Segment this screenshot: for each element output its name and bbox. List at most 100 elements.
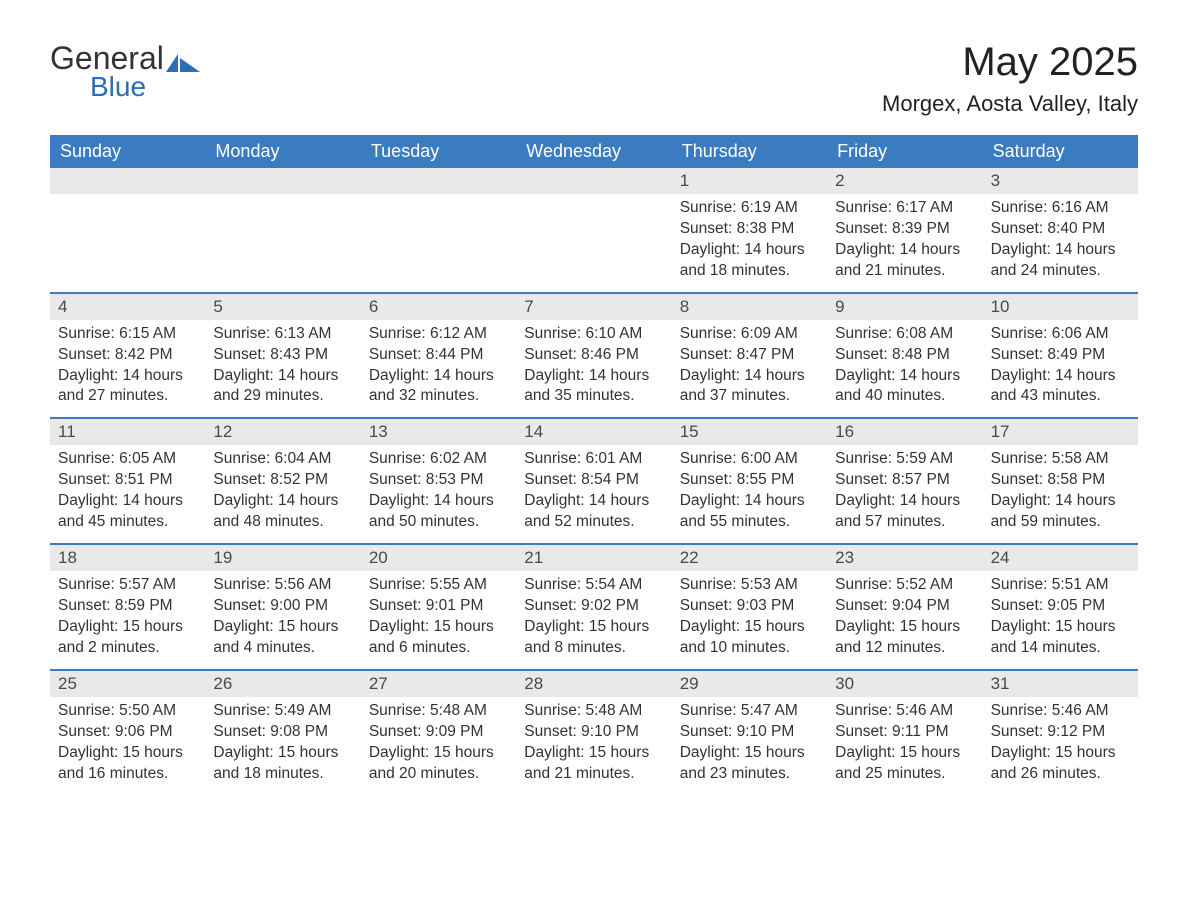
date-bar: 11: [50, 419, 205, 445]
sunset-line: Sunset: 8:58 PM: [991, 470, 1130, 491]
daylight2-line: and 12 minutes.: [835, 638, 974, 659]
daylight2-line: and 6 minutes.: [369, 638, 508, 659]
daylight1-line: Daylight: 15 hours: [524, 617, 663, 638]
calendar-cell: 28Sunrise: 5:48 AMSunset: 9:10 PMDayligh…: [516, 671, 671, 795]
calendar-cell: 22Sunrise: 5:53 AMSunset: 9:03 PMDayligh…: [672, 545, 827, 669]
date-bar: 30: [827, 671, 982, 697]
cell-body: Sunrise: 5:54 AMSunset: 9:02 PMDaylight:…: [516, 571, 671, 669]
calendar-cell: 23Sunrise: 5:52 AMSunset: 9:04 PMDayligh…: [827, 545, 982, 669]
daylight1-line: Daylight: 14 hours: [991, 240, 1130, 261]
daylight1-line: Daylight: 15 hours: [835, 617, 974, 638]
sunrise-line: Sunrise: 6:09 AM: [680, 324, 819, 345]
date-bar: 23: [827, 545, 982, 571]
cell-body: Sunrise: 6:12 AMSunset: 8:44 PMDaylight:…: [361, 320, 516, 418]
daylight1-line: Daylight: 15 hours: [680, 617, 819, 638]
daylight1-line: Daylight: 14 hours: [835, 366, 974, 387]
calendar-cell: 30Sunrise: 5:46 AMSunset: 9:11 PMDayligh…: [827, 671, 982, 795]
daylight1-line: Daylight: 15 hours: [369, 743, 508, 764]
sunset-line: Sunset: 8:48 PM: [835, 345, 974, 366]
daylight2-line: and 14 minutes.: [991, 638, 1130, 659]
cell-body: Sunrise: 5:59 AMSunset: 8:57 PMDaylight:…: [827, 445, 982, 543]
sunrise-line: Sunrise: 6:02 AM: [369, 449, 508, 470]
daylight1-line: Daylight: 15 hours: [58, 743, 197, 764]
date-bar: [361, 168, 516, 194]
calendar-cell: 26Sunrise: 5:49 AMSunset: 9:08 PMDayligh…: [205, 671, 360, 795]
calendar-cell: 24Sunrise: 5:51 AMSunset: 9:05 PMDayligh…: [983, 545, 1138, 669]
calendar-cell: 29Sunrise: 5:47 AMSunset: 9:10 PMDayligh…: [672, 671, 827, 795]
date-bar: 15: [672, 419, 827, 445]
date-bar: 19: [205, 545, 360, 571]
calendar-cell: 14Sunrise: 6:01 AMSunset: 8:54 PMDayligh…: [516, 419, 671, 543]
sunset-line: Sunset: 8:42 PM: [58, 345, 197, 366]
daylight1-line: Daylight: 14 hours: [369, 366, 508, 387]
date-bar: 5: [205, 294, 360, 320]
calendar-cell: 20Sunrise: 5:55 AMSunset: 9:01 PMDayligh…: [361, 545, 516, 669]
week-row: 18Sunrise: 5:57 AMSunset: 8:59 PMDayligh…: [50, 543, 1138, 669]
sunrise-line: Sunrise: 5:54 AM: [524, 575, 663, 596]
daylight1-line: Daylight: 15 hours: [213, 617, 352, 638]
sunset-line: Sunset: 9:03 PM: [680, 596, 819, 617]
sunset-line: Sunset: 8:46 PM: [524, 345, 663, 366]
sunrise-line: Sunrise: 6:10 AM: [524, 324, 663, 345]
sunrise-line: Sunrise: 6:00 AM: [680, 449, 819, 470]
sunrise-line: Sunrise: 5:59 AM: [835, 449, 974, 470]
date-bar: 20: [361, 545, 516, 571]
cell-body: Sunrise: 6:01 AMSunset: 8:54 PMDaylight:…: [516, 445, 671, 543]
daylight1-line: Daylight: 14 hours: [524, 366, 663, 387]
date-bar: 3: [983, 168, 1138, 194]
daylight1-line: Daylight: 14 hours: [680, 366, 819, 387]
date-bar: 13: [361, 419, 516, 445]
sunset-line: Sunset: 8:38 PM: [680, 219, 819, 240]
calendar-cell: 9 Sunrise: 6:08 AMSunset: 8:48 PMDaylight…: [827, 294, 982, 418]
calendar-cell: 8Sunrise: 6:09 AMSunset: 8:47 PMDaylight…: [672, 294, 827, 418]
calendar-cell: 19Sunrise: 5:56 AMSunset: 9:00 PMDayligh…: [205, 545, 360, 669]
date-bar: 27: [361, 671, 516, 697]
cell-body: Sunrise: 6:15 AMSunset: 8:42 PMDaylight:…: [50, 320, 205, 418]
day-header: Tuesday: [361, 135, 516, 168]
calendar-cell: [50, 168, 205, 292]
daylight1-line: Daylight: 15 hours: [58, 617, 197, 638]
sunset-line: Sunset: 8:54 PM: [524, 470, 663, 491]
calendar-cell: 13Sunrise: 6:02 AMSunset: 8:53 PMDayligh…: [361, 419, 516, 543]
daylight2-line: and 43 minutes.: [991, 386, 1130, 407]
calendar-cell: [205, 168, 360, 292]
cell-body: Sunrise: 6:05 AMSunset: 8:51 PMDaylight:…: [50, 445, 205, 543]
sunrise-line: Sunrise: 6:01 AM: [524, 449, 663, 470]
cell-body: Sunrise: 5:48 AMSunset: 9:10 PMDaylight:…: [516, 697, 671, 795]
cell-body: Sunrise: 5:57 AMSunset: 8:59 PMDaylight:…: [50, 571, 205, 669]
sunset-line: Sunset: 8:39 PM: [835, 219, 974, 240]
sunrise-line: Sunrise: 6:16 AM: [991, 198, 1130, 219]
date-bar: 9: [827, 294, 982, 320]
date-bar: 29: [672, 671, 827, 697]
sunrise-line: Sunrise: 5:46 AM: [991, 701, 1130, 722]
sunrise-line: Sunrise: 5:47 AM: [680, 701, 819, 722]
daylight2-line: and 55 minutes.: [680, 512, 819, 533]
date-bar: 18: [50, 545, 205, 571]
date-bar: 14: [516, 419, 671, 445]
sunrise-line: Sunrise: 5:51 AM: [991, 575, 1130, 596]
daylight2-line: and 45 minutes.: [58, 512, 197, 533]
daylight1-line: Daylight: 14 hours: [58, 366, 197, 387]
date-bar: 21: [516, 545, 671, 571]
daylight1-line: Daylight: 14 hours: [524, 491, 663, 512]
date-bar: [516, 168, 671, 194]
sunrise-line: Sunrise: 5:55 AM: [369, 575, 508, 596]
logo: General Blue: [50, 40, 200, 103]
date-bar: 4: [50, 294, 205, 320]
date-bar: 28: [516, 671, 671, 697]
sunset-line: Sunset: 8:59 PM: [58, 596, 197, 617]
calendar-cell: 5Sunrise: 6:13 AMSunset: 8:43 PMDaylight…: [205, 294, 360, 418]
daylight1-line: Daylight: 14 hours: [991, 491, 1130, 512]
daylight1-line: Daylight: 14 hours: [680, 240, 819, 261]
daylight2-line: and 10 minutes.: [680, 638, 819, 659]
calendar-cell: 31Sunrise: 5:46 AMSunset: 9:12 PMDayligh…: [983, 671, 1138, 795]
date-bar: 31: [983, 671, 1138, 697]
daylight1-line: Daylight: 15 hours: [991, 617, 1130, 638]
daylight2-line: and 35 minutes.: [524, 386, 663, 407]
cell-body: Sunrise: 6:02 AMSunset: 8:53 PMDaylight:…: [361, 445, 516, 543]
header: General Blue May 2025 Morgex, Aosta Vall…: [50, 40, 1138, 117]
logo-flag-icon: [166, 50, 200, 77]
sunrise-line: Sunrise: 6:08 AM: [835, 324, 974, 345]
calendar-cell: 6Sunrise: 6:12 AMSunset: 8:44 PMDaylight…: [361, 294, 516, 418]
cell-body: Sunrise: 5:51 AMSunset: 9:05 PMDaylight:…: [983, 571, 1138, 669]
